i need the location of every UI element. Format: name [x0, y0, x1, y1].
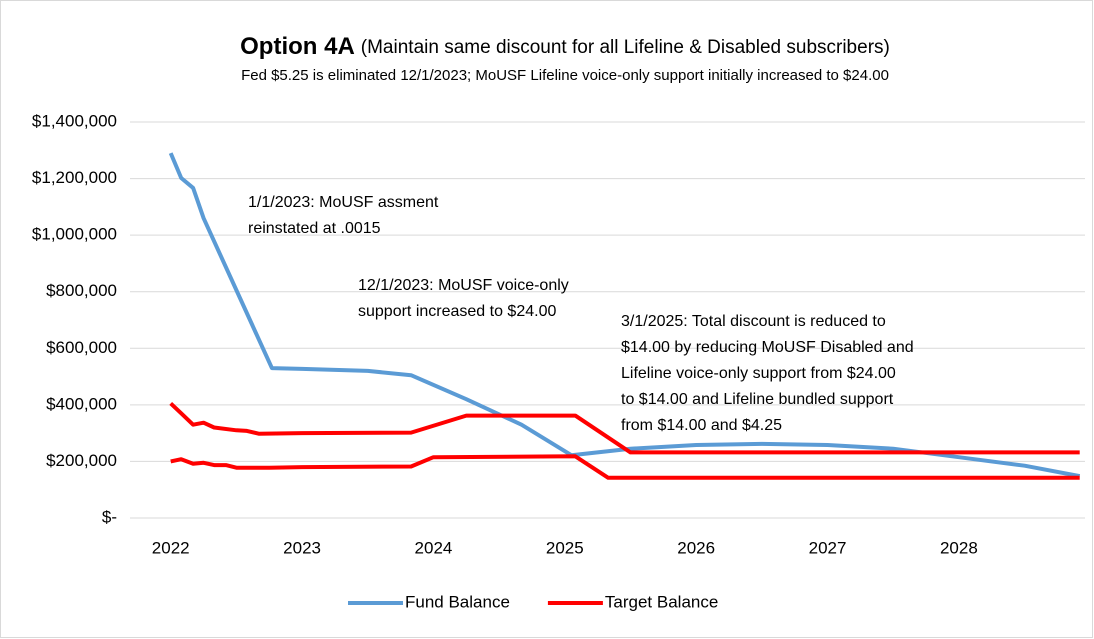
x-tick-label: 2027: [809, 538, 847, 557]
annotation: 12/1/2023: MoUSF voice-only: [358, 277, 569, 294]
annotation: 1/1/2023: MoUSF assment: [248, 194, 439, 211]
annotation: 3/1/2025: Total discount is reduced to: [621, 313, 886, 330]
y-tick-label: $1,400,000: [32, 111, 117, 130]
legend-label: Target Balance: [605, 592, 718, 611]
y-tick-label: $-: [102, 507, 117, 526]
x-tick-label: 2025: [546, 538, 584, 557]
chart-title-line: Option 4A (Maintain same discount for all…: [240, 33, 890, 60]
annotation: from $14.00 and $4.25: [621, 417, 782, 434]
chart-title: Option 4A: [240, 33, 355, 60]
series-line: [169, 401, 1080, 455]
x-tick-label: 2028: [940, 538, 978, 557]
y-tick-label: $400,000: [46, 394, 117, 413]
x-tick-label: 2024: [415, 538, 453, 557]
annotation: $14.00 by reducing MoUSF Disabled and: [621, 339, 914, 356]
y-tick-label: $600,000: [46, 338, 117, 357]
annotation: support increased to $24.00: [358, 303, 556, 320]
chart-title-note: (Maintain same discount for all Lifeline…: [361, 37, 890, 58]
x-tick-label: 2026: [677, 538, 715, 557]
x-tick-label: 2023: [283, 538, 321, 557]
legend-label: Fund Balance: [405, 592, 510, 611]
series-line: [170, 454, 1080, 480]
annotation: reinstated at .0015: [248, 220, 381, 237]
series-line: [168, 152, 1081, 479]
y-tick-label: $200,000: [46, 451, 117, 470]
annotation: to $14.00 and Lifeline bundled support: [621, 391, 894, 408]
chart-subtitle: Fed $5.25 is eliminated 12/1/2023; MoUSF…: [241, 67, 889, 84]
annotation: Lifeline voice-only support from $24.00: [621, 365, 896, 382]
x-tick-label: 2022: [152, 538, 190, 557]
y-tick-label: $800,000: [46, 281, 117, 300]
y-tick-label: $1,000,000: [32, 225, 117, 244]
y-tick-label: $1,200,000: [32, 168, 117, 187]
